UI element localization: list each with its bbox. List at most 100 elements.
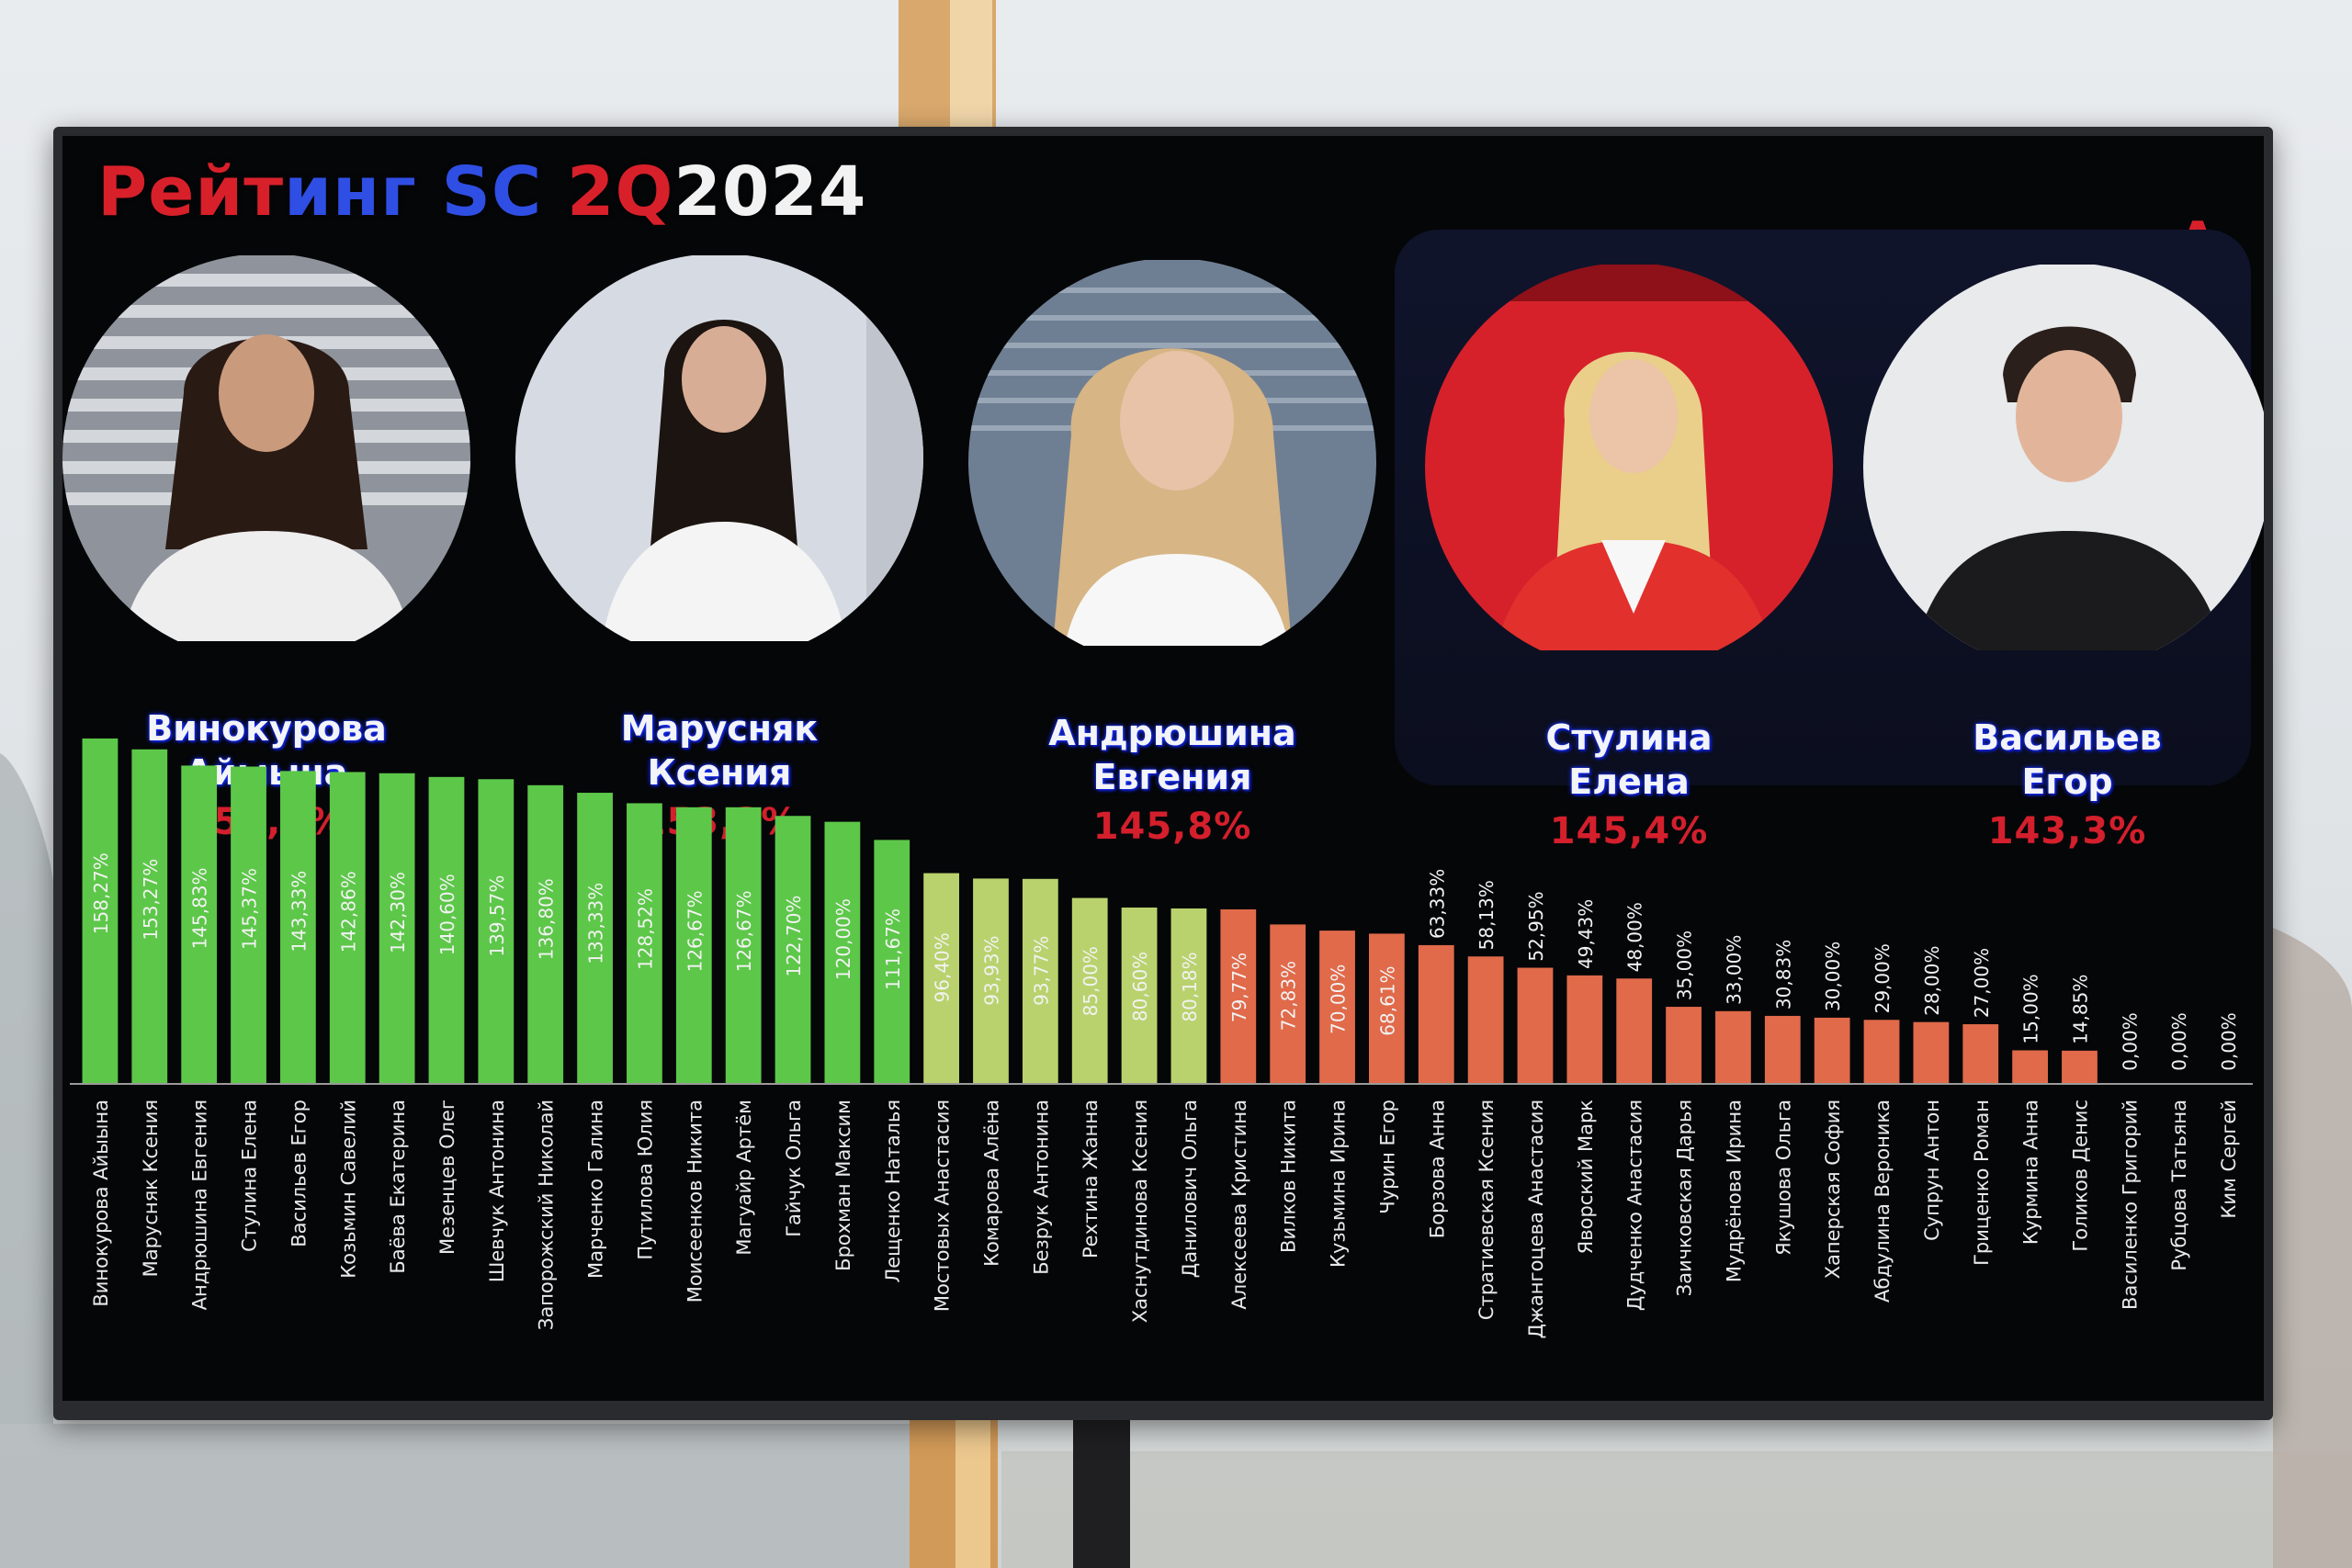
slide-title: Рейтинг SC 2Q2024 [97,152,866,231]
bar-38 [1913,1021,1950,1083]
category-label-1: Винокурова Айыына [90,1100,112,1307]
bar-21 [1071,897,1108,1083]
top-percent-4: 145,4% [1549,810,1709,852]
top-name-second-5: Егор [2021,761,2113,802]
category-label-25: Вилков Никита [1278,1100,1300,1253]
top-card-4: Стулина Елена 145,4% [1418,265,1840,852]
value-label-3: 145,83% [189,867,211,949]
avatar-photo-5 [1863,265,2264,650]
value-label-20: 93,77% [1030,936,1052,1006]
bar-36 [1814,1017,1850,1083]
category-label-32: Дудченко Анастасия [1624,1100,1646,1311]
value-label-13: 126,67% [684,890,706,972]
category-label-42: Василенко Григорий [2119,1100,2141,1310]
avatar-photo-1 [62,255,470,641]
top-percent-5: 143,3% [1987,810,2147,852]
monitor: Рейтинг SC 2Q2024 А [53,127,2273,1420]
category-label-29: Стратиевская Ксения [1476,1100,1498,1320]
category-label-10: Запорожский Николай [536,1100,558,1330]
bar-32 [1616,978,1653,1083]
value-label-28: 63,33% [1426,869,1448,939]
category-label-9: Шевчук Антонина [486,1100,508,1282]
avatar-photo-4 [1425,265,1833,650]
value-label-35: 30,83% [1772,940,1794,1010]
value-label-14: 126,67% [733,890,755,972]
bar-2 [131,749,168,1083]
bar-9 [478,779,514,1083]
category-label-22: Хаснутдинова Ксения [1129,1100,1151,1323]
category-label-13: Моисеенков Никита [684,1100,706,1303]
bar-13 [675,807,712,1083]
bar-23 [1170,908,1207,1083]
bar-18 [923,873,960,1083]
bar-12 [627,803,662,1083]
bar-33 [1666,1007,1702,1083]
value-label-29: 58,13% [1476,880,1498,950]
window-frame-bottom-light [956,1420,990,1568]
category-label-34: Мудрёнова Ирина [1723,1100,1745,1282]
category-label-44: Ким Сергей [2218,1100,2240,1219]
category-label-35: Якушова Ольга [1772,1100,1794,1256]
category-label-16: Брохман Максим [832,1100,854,1271]
top-name-second-3: Евгения [1092,757,1252,797]
bar-27 [1368,933,1405,1083]
value-label-31: 49,43% [1575,899,1597,969]
value-label-7: 142,30% [387,872,409,953]
category-label-37: Абдулина Вероника [1871,1100,1894,1303]
value-label-39: 27,00% [1971,948,1993,1018]
category-label-15: Гайчук Ольга [783,1100,805,1237]
value-label-23: 80,18% [1179,952,1201,1021]
title-part-4: 2024 [673,152,867,231]
bar-17 [874,840,910,1083]
top-card-3: Андрюшина Евгения 145,8% [961,260,1384,848]
top-name-first-2: Маруcняк [620,708,819,749]
value-label-36: 30,00% [1822,942,1844,1011]
top-card-1: Винокурова Айыына 158,3% [62,255,478,843]
value-label-18: 96,40% [932,932,954,1002]
value-label-8: 140,60% [436,874,458,955]
category-label-3: Андрюшина Евгения [189,1100,211,1310]
category-label-17: Лещенко Наталья [882,1100,904,1283]
bar-8 [428,776,465,1083]
category-label-33: Заичковская Дарья [1674,1100,1696,1296]
monitor-stand [1073,1420,1130,1568]
category-label-2: Марусняк Ксения [140,1100,162,1277]
category-label-23: Данилович Ольга [1179,1100,1201,1278]
category-label-28: Борзова Анна [1426,1100,1448,1238]
top-card-2: Маруcняк Ксения 153,3% [508,255,931,843]
category-label-7: Баёва Екатерина [387,1100,409,1274]
value-label-43: 0,00% [2168,1012,2190,1071]
category-label-8: Мезенцев Олег [436,1100,458,1255]
value-label-6: 142,86% [337,871,359,953]
category-label-36: Хаперская София [1822,1100,1844,1279]
value-label-41: 14,85% [2069,975,2091,1044]
bar-28 [1418,944,1454,1083]
outside-left [0,1424,910,1568]
bar-11 [577,793,613,1083]
value-label-12: 128,52% [634,888,656,970]
category-label-41: Голиков Денис [2069,1100,2091,1252]
value-label-30: 52,95% [1525,891,1547,961]
bar-19 [973,878,1009,1083]
category-label-12: Путилова Юлия [634,1100,656,1260]
category-label-6: Козьмин Савелий [337,1100,359,1279]
category-label-11: Марченко Галина [585,1100,607,1279]
value-label-27: 68,61% [1376,965,1398,1035]
bar-15 [775,816,811,1083]
bar-4 [231,766,266,1083]
top-name-first-4: Стулина [1545,717,1713,758]
category-label-40: Курмина Анна [2020,1100,2042,1245]
avatar-photo-2 [515,255,923,641]
value-label-32: 48,00% [1624,902,1646,972]
avatar-photo-3 [968,260,1376,646]
bar-30 [1517,967,1554,1083]
category-label-5: Васильев Егор [288,1100,310,1247]
title-part-1: Рейт [97,152,285,231]
bar-16 [824,821,861,1083]
rating-bar-chart: 158,27% Винокурова Айыына 153,27% Марусняк … [70,738,2253,1338]
title-part-2: инг SC [284,152,567,231]
outside-tree-left [0,753,53,1424]
value-label-42: 0,00% [2119,1012,2141,1071]
value-label-44: 0,00% [2218,1012,2240,1071]
bar-35 [1764,1015,1801,1083]
